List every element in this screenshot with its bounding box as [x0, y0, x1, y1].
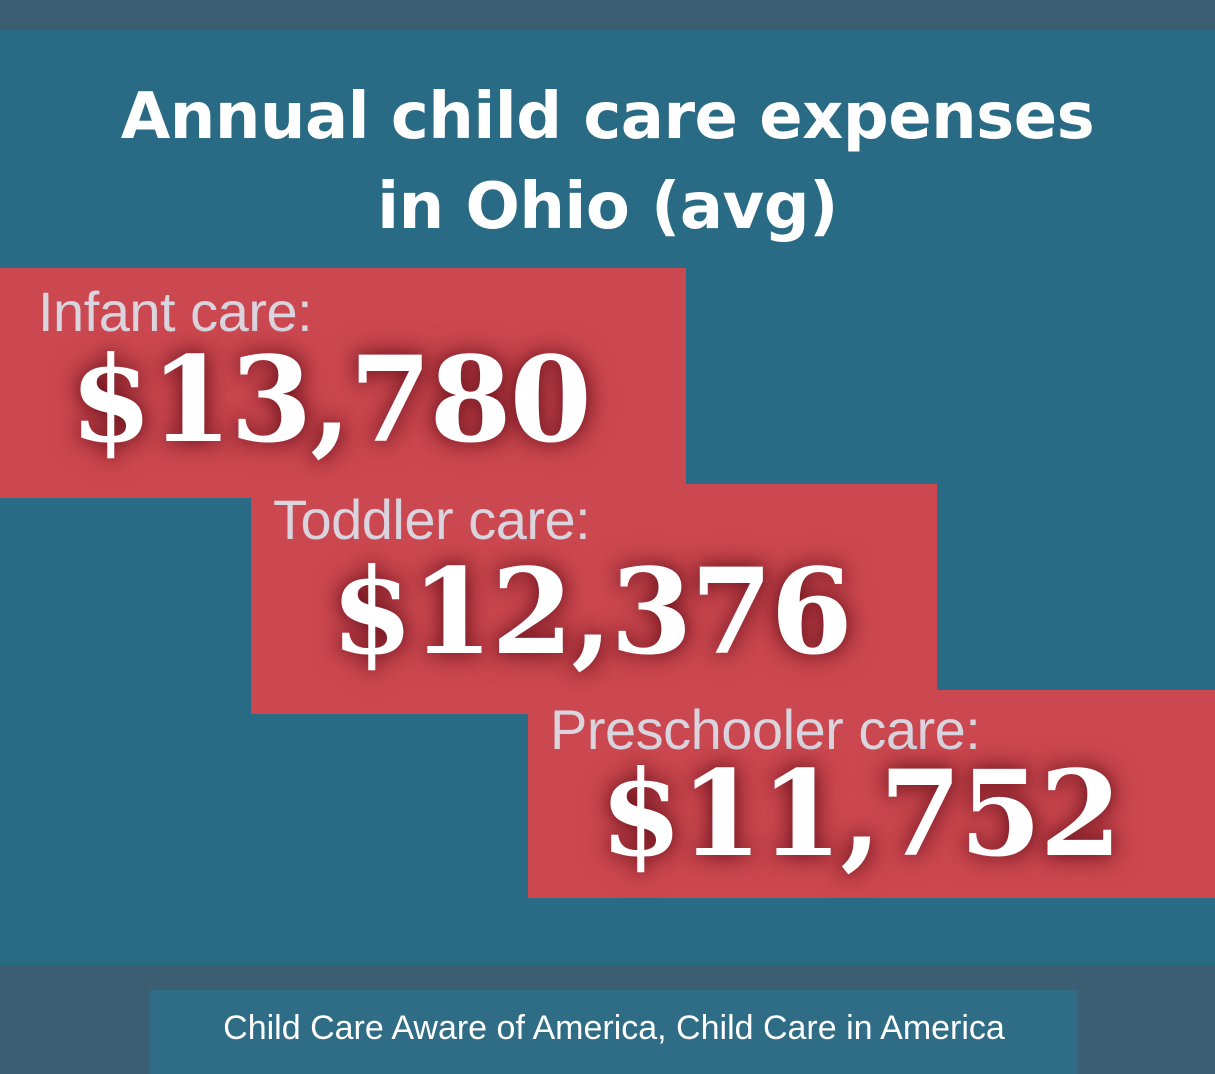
preschooler-care-value: $11,752: [600, 744, 1122, 883]
source-citation: Child Care Aware of America, Child Care …: [223, 1009, 1005, 1047]
infant-care-label: Infant care:: [38, 280, 313, 343]
source-box: Child Care Aware of America, Child Care …: [150, 990, 1078, 1074]
infographic-title: Annual child care expenses in Ohio (avg): [0, 72, 1215, 252]
infant-care-card: Infant care: $13,780: [0, 268, 686, 498]
title-line-2: in Ohio (avg): [377, 170, 838, 244]
title-line-1: Annual child care expenses: [120, 80, 1095, 154]
toddler-care-label: Toddler care:: [273, 488, 591, 551]
toddler-care-card: Toddler care: $12,376: [251, 484, 937, 714]
toddler-care-value: $12,376: [331, 542, 853, 681]
infant-care-value: $13,780: [70, 330, 592, 469]
preschooler-care-card: Preschooler care: $11,752: [528, 690, 1215, 898]
preschooler-care-label: Preschooler care:: [550, 698, 981, 761]
